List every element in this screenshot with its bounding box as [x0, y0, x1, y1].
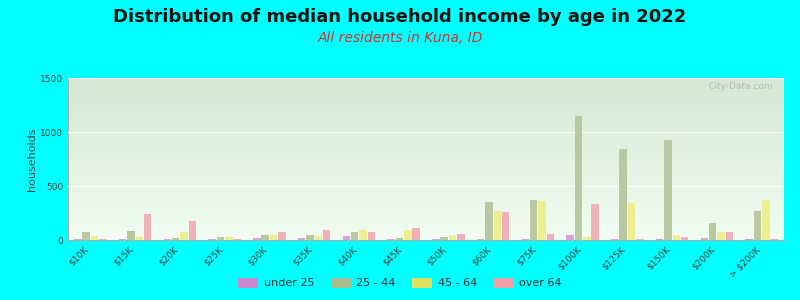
Bar	[583, 237, 590, 240]
Bar	[681, 237, 689, 240]
Bar	[118, 239, 126, 240]
Bar	[591, 204, 599, 240]
Bar	[502, 212, 510, 240]
Bar	[762, 200, 770, 240]
Bar	[404, 230, 411, 240]
Bar	[253, 238, 261, 240]
Bar	[566, 235, 574, 240]
Y-axis label: households: households	[27, 127, 38, 191]
Text: City-Data.com: City-Data.com	[709, 82, 774, 91]
Bar	[770, 239, 778, 240]
Bar	[413, 228, 420, 240]
Bar	[546, 234, 554, 240]
Bar	[90, 236, 98, 240]
Bar	[351, 232, 358, 240]
Bar	[477, 239, 484, 240]
Bar	[449, 236, 456, 240]
Bar	[530, 200, 538, 240]
Bar	[746, 239, 753, 240]
Bar	[628, 203, 635, 240]
Bar	[718, 232, 725, 240]
Bar	[189, 220, 196, 240]
Bar	[538, 201, 546, 240]
Bar	[432, 239, 439, 240]
Bar	[494, 212, 501, 240]
Bar	[636, 239, 644, 240]
Bar	[441, 236, 448, 240]
Bar	[323, 230, 330, 240]
Bar	[262, 236, 269, 240]
Bar	[234, 239, 241, 240]
Bar	[99, 239, 106, 240]
Text: Distribution of median household income by age in 2022: Distribution of median household income …	[114, 8, 686, 26]
Bar	[522, 239, 529, 240]
Bar	[726, 232, 734, 240]
Bar	[457, 234, 465, 240]
Bar	[298, 238, 306, 240]
Bar	[485, 202, 493, 240]
Bar	[225, 236, 233, 240]
Bar	[342, 236, 350, 240]
Bar	[701, 238, 708, 240]
Bar	[163, 239, 171, 240]
Bar	[664, 140, 672, 240]
Bar	[217, 237, 224, 240]
Bar	[387, 239, 395, 240]
Bar	[368, 232, 375, 240]
Bar	[619, 149, 627, 240]
Bar	[359, 230, 367, 240]
Bar	[306, 235, 314, 240]
Bar	[208, 239, 216, 240]
Bar	[278, 232, 286, 240]
Bar	[180, 232, 188, 240]
Bar	[314, 236, 322, 240]
Bar	[270, 235, 278, 240]
Bar	[172, 238, 179, 240]
Legend: under 25, 25 - 44, 45 - 64, over 64: under 25, 25 - 44, 45 - 64, over 64	[234, 273, 566, 293]
Text: All residents in Kuna, ID: All residents in Kuna, ID	[318, 32, 482, 46]
Bar	[754, 211, 762, 240]
Bar	[656, 239, 663, 240]
Bar	[709, 223, 717, 240]
Bar	[396, 238, 403, 240]
Bar	[82, 232, 90, 240]
Bar	[673, 235, 680, 240]
Bar	[135, 237, 143, 240]
Bar	[144, 214, 151, 240]
Bar	[127, 231, 134, 240]
Bar	[74, 239, 82, 240]
Bar	[611, 239, 618, 240]
Bar	[574, 116, 582, 240]
